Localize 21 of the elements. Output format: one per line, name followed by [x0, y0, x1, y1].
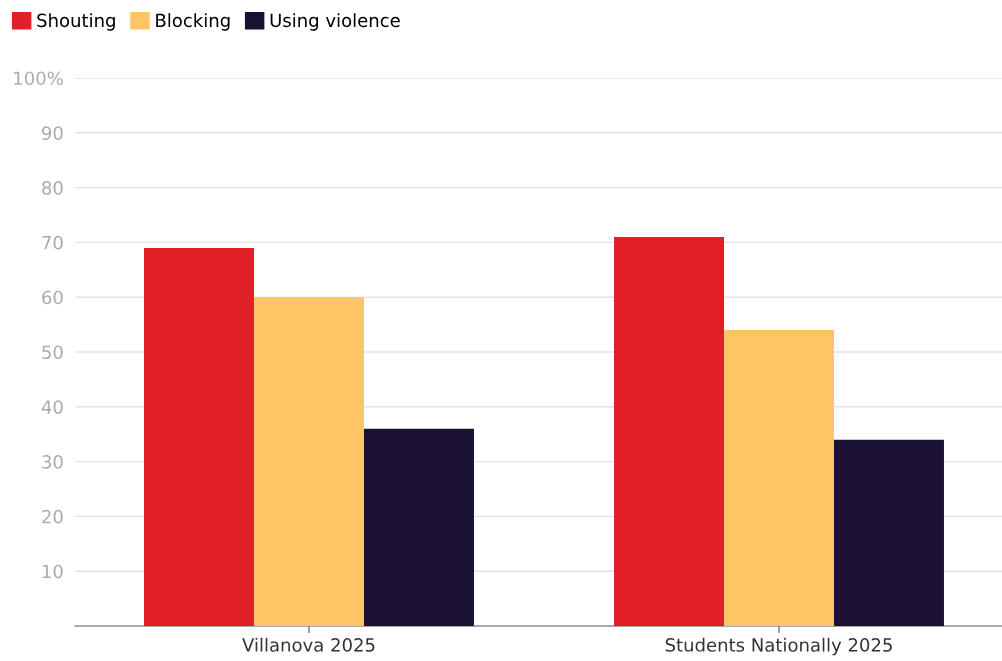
y-tick-label: 50 [42, 345, 63, 360]
bar [144, 247, 255, 626]
x-tick-label: Villanova 2025 [242, 637, 375, 652]
y-tick-label: 90 [42, 126, 63, 140]
legend-label: Using violence [270, 13, 400, 31]
x-tick-label: Students Nationally 2025 [665, 637, 892, 656]
y-tick-label: 20 [42, 509, 63, 524]
bar [614, 236, 725, 626]
bar [363, 428, 474, 626]
bar [254, 297, 364, 626]
bar [724, 330, 834, 626]
legend-label: Shouting [37, 13, 115, 31]
y-tick-label: 40 [41, 400, 63, 414]
y-tick-label: 60 [42, 290, 63, 305]
y-tick-label: 10 [42, 564, 63, 579]
legend-label: Blocking [156, 13, 230, 31]
y-tick-label: 80 [42, 181, 63, 195]
y-tick-label: 100% [14, 71, 63, 86]
y-tick-label: 30 [42, 455, 63, 469]
bar [833, 439, 944, 626]
y-tick-label: 70 [42, 235, 63, 250]
